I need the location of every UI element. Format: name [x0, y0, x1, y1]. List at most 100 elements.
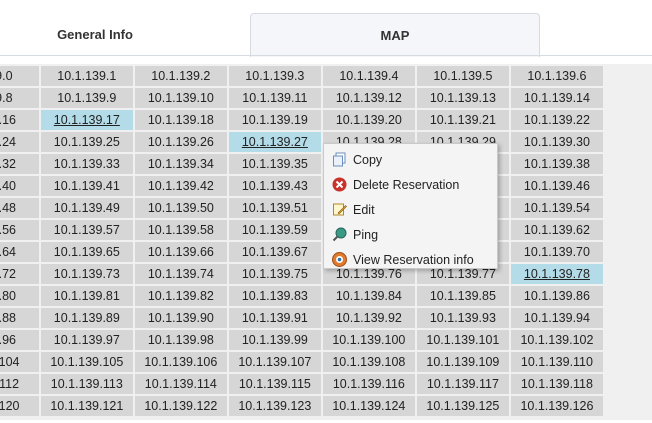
- ip-cell[interactable]: 10.1.139.113: [40, 374, 133, 394]
- ip-cell[interactable]: 10.1.139.86: [510, 286, 603, 306]
- ip-cell[interactable]: 10.1.139.121: [40, 396, 133, 416]
- ip-cell[interactable]: 10.1.139.118: [510, 374, 603, 394]
- menu-item-delete-reservation[interactable]: Delete Reservation: [324, 172, 497, 197]
- ip-cell[interactable]: 10.1.139.65: [40, 242, 133, 262]
- ip-cell[interactable]: 139.16: [0, 110, 39, 130]
- ip-cell[interactable]: 10.1.139.30: [510, 132, 603, 152]
- ip-cell[interactable]: 139.32: [0, 154, 39, 174]
- ip-cell[interactable]: 10.1.139.100: [322, 330, 415, 350]
- menu-item-edit[interactable]: Edit: [324, 197, 497, 222]
- ip-cell[interactable]: 10.1.139.26: [134, 132, 227, 152]
- ip-cell[interactable]: 139.64: [0, 242, 39, 262]
- ip-cell[interactable]: 10.1.139.33: [40, 154, 133, 174]
- tab-map[interactable]: MAP: [250, 13, 540, 57]
- ip-cell[interactable]: 10.1.139.66: [134, 242, 227, 262]
- ip-cell[interactable]: 10.1.139.12: [322, 88, 415, 108]
- ip-cell[interactable]: 10.1.139.59: [228, 220, 321, 240]
- ip-cell[interactable]: 10.1.139.25: [40, 132, 133, 152]
- ip-cell[interactable]: 139.96: [0, 330, 39, 350]
- ip-cell[interactable]: 10.1.139.18: [134, 110, 227, 130]
- ip-cell[interactable]: 139.112: [0, 374, 39, 394]
- ip-cell[interactable]: 10.1.139.34: [134, 154, 227, 174]
- ip-cell[interactable]: 10.1.139.82: [134, 286, 227, 306]
- ip-cell[interactable]: 10.1.139.22: [510, 110, 603, 130]
- ip-cell[interactable]: 10.1.139.91: [228, 308, 321, 328]
- ip-cell[interactable]: 139.8: [0, 88, 39, 108]
- ip-cell[interactable]: 10.1.139.1: [40, 66, 133, 86]
- ip-cell[interactable]: 10.1.139.99: [228, 330, 321, 350]
- menu-item-ping[interactable]: Ping: [324, 222, 497, 247]
- ip-cell[interactable]: 10.1.139.19: [228, 110, 321, 130]
- ip-cell[interactable]: 10.1.139.20: [322, 110, 415, 130]
- ip-cell[interactable]: 10.1.139.106: [134, 352, 227, 372]
- ip-cell[interactable]: 10.1.139.109: [416, 352, 509, 372]
- ip-cell[interactable]: 10.1.139.10: [134, 88, 227, 108]
- menu-item-view-reservation-info[interactable]: View Reservation info: [324, 247, 497, 272]
- ip-cell[interactable]: 10.1.139.3: [228, 66, 321, 86]
- ip-cell[interactable]: 10.1.139.122: [134, 396, 227, 416]
- ip-cell[interactable]: 10.1.139.46: [510, 176, 603, 196]
- ip-cell[interactable]: 10.1.139.115: [228, 374, 321, 394]
- ip-cell[interactable]: 10.1.139.4: [322, 66, 415, 86]
- ip-cell[interactable]: 10.1.139.81: [40, 286, 133, 306]
- ip-cell[interactable]: 10.1.139.108: [322, 352, 415, 372]
- ip-cell[interactable]: 10.1.139.6: [510, 66, 603, 86]
- ip-cell[interactable]: 139.24: [0, 132, 39, 152]
- ip-cell[interactable]: 10.1.139.94: [510, 308, 603, 328]
- ip-cell[interactable]: 139.72: [0, 264, 39, 284]
- menu-item-copy[interactable]: Copy: [324, 147, 497, 172]
- ip-cell[interactable]: 10.1.139.75: [228, 264, 321, 284]
- ip-cell[interactable]: 139.104: [0, 352, 39, 372]
- ip-cell[interactable]: 10.1.139.84: [322, 286, 415, 306]
- tab-general-info[interactable]: General Info: [57, 26, 133, 42]
- ip-cell[interactable]: 139.120: [0, 396, 39, 416]
- ip-cell[interactable]: 10.1.139.89: [40, 308, 133, 328]
- ip-cell[interactable]: 10.1.139.42: [134, 176, 227, 196]
- ip-cell[interactable]: 10.1.139.110: [510, 352, 603, 372]
- ip-cell[interactable]: 10.1.139.85: [416, 286, 509, 306]
- ip-cell[interactable]: 139.0: [0, 66, 39, 86]
- ip-cell[interactable]: 10.1.139.17: [40, 110, 133, 130]
- ip-cell[interactable]: 10.1.139.97: [40, 330, 133, 350]
- ip-cell[interactable]: 10.1.139.74: [134, 264, 227, 284]
- ip-cell[interactable]: 10.1.139.50: [134, 198, 227, 218]
- ip-cell[interactable]: 10.1.139.13: [416, 88, 509, 108]
- ip-cell[interactable]: 10.1.139.73: [40, 264, 133, 284]
- ip-cell[interactable]: 10.1.139.77: [416, 264, 509, 284]
- ip-cell[interactable]: 10.1.139.76: [322, 264, 415, 284]
- ip-cell[interactable]: 10.1.139.92: [322, 308, 415, 328]
- ip-cell[interactable]: 10.1.139.35: [228, 154, 321, 174]
- ip-cell[interactable]: 10.1.139.54: [510, 198, 603, 218]
- ip-cell[interactable]: 139.48: [0, 198, 39, 218]
- ip-cell[interactable]: 10.1.139.125: [416, 396, 509, 416]
- ip-cell[interactable]: 10.1.139.41: [40, 176, 133, 196]
- ip-cell[interactable]: 10.1.139.102: [510, 330, 603, 350]
- ip-cell[interactable]: 10.1.139.43: [228, 176, 321, 196]
- ip-cell[interactable]: 139.80: [0, 286, 39, 306]
- ip-cell[interactable]: 10.1.139.49: [40, 198, 133, 218]
- ip-cell[interactable]: 10.1.139.101: [416, 330, 509, 350]
- ip-cell[interactable]: 10.1.139.116: [322, 374, 415, 394]
- ip-cell[interactable]: 10.1.139.70: [510, 242, 603, 262]
- ip-cell[interactable]: 10.1.139.38: [510, 154, 603, 174]
- ip-cell[interactable]: 10.1.139.114: [134, 374, 227, 394]
- ip-cell[interactable]: 10.1.139.117: [416, 374, 509, 394]
- ip-cell[interactable]: 10.1.139.67: [228, 242, 321, 262]
- ip-cell[interactable]: 10.1.139.78: [510, 264, 603, 284]
- ip-cell[interactable]: 10.1.139.14: [510, 88, 603, 108]
- ip-cell[interactable]: 10.1.139.62: [510, 220, 603, 240]
- ip-cell[interactable]: 10.1.139.105: [40, 352, 133, 372]
- ip-cell[interactable]: 10.1.139.124: [322, 396, 415, 416]
- ip-cell[interactable]: 10.1.139.51: [228, 198, 321, 218]
- ip-cell[interactable]: 139.40: [0, 176, 39, 196]
- ip-cell[interactable]: 10.1.139.83: [228, 286, 321, 306]
- ip-cell[interactable]: 10.1.139.21: [416, 110, 509, 130]
- ip-cell[interactable]: 10.1.139.123: [228, 396, 321, 416]
- ip-cell[interactable]: 10.1.139.107: [228, 352, 321, 372]
- ip-cell[interactable]: 10.1.139.58: [134, 220, 227, 240]
- ip-cell[interactable]: 10.1.139.57: [40, 220, 133, 240]
- ip-cell[interactable]: 139.56: [0, 220, 39, 240]
- ip-cell[interactable]: 139.88: [0, 308, 39, 328]
- ip-cell[interactable]: 10.1.139.11: [228, 88, 321, 108]
- ip-cell[interactable]: 10.1.139.98: [134, 330, 227, 350]
